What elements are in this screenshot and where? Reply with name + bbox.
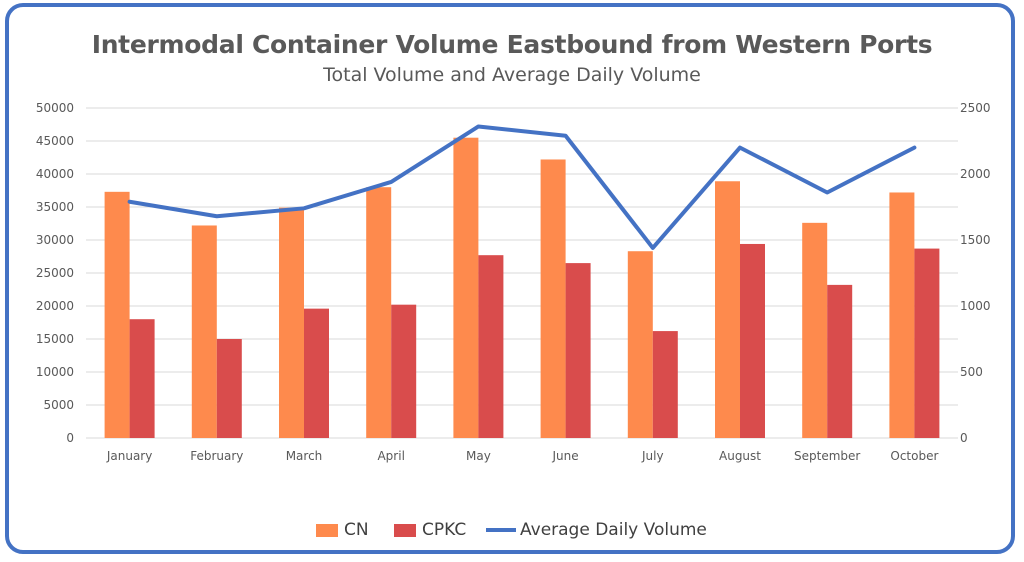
point-average-daily-volume [565,135,567,137]
x-tick-label: October [890,449,938,463]
y-left-tick-label: 20000 [36,299,74,313]
legend-item-cpkc: CPKC [394,520,466,540]
legend-item-average-daily-volume: Average Daily Volume [486,520,707,540]
legend-swatch-cpkc [394,523,416,537]
bar-cpkc [129,319,155,438]
bar-cpkc [565,263,591,438]
bar-cn [366,187,392,438]
x-tick-label: July [641,449,664,463]
point-average-daily-volume [303,207,305,209]
chart-title: Intermodal Container Volume Eastbound fr… [91,30,933,59]
legend: CN CPKC Average Daily Volume [0,520,1024,544]
y-left-tick-label: 25000 [36,266,74,280]
point-average-daily-volume [477,125,479,127]
legend-label-average-daily-volume: Average Daily Volume [520,520,707,540]
legend-label-cpkc: CPKC [422,520,467,540]
point-average-daily-volume [739,147,741,149]
bar-cn [627,251,653,438]
legend-swatch-average-daily-volume [486,528,516,532]
bar-cn [802,222,828,438]
x-tick-label: January [106,449,153,463]
y-left-tick-label: 50000 [36,101,74,115]
bar-cn [453,137,479,438]
legend-swatch-cn [316,523,338,537]
y-right-tick-label: 2000 [960,167,991,181]
point-average-daily-volume [129,201,131,203]
bar-cpkc [478,255,504,438]
x-tick-label: March [286,449,323,463]
y-right-tick-label: 500 [960,365,983,379]
y-right-tick-label: 0 [960,431,968,445]
x-tick-label: September [794,449,860,463]
bar-cn [540,159,566,439]
y-right-tick-label: 1000 [960,299,991,313]
y-left-tick-label: 45000 [36,134,74,148]
x-tick-label: April [377,449,404,463]
y-left-tick-label: 30000 [36,233,74,247]
point-average-daily-volume [652,247,654,249]
bar-cn [889,192,915,438]
y-left-tick-label: 10000 [36,365,74,379]
bar-cpkc [914,248,940,438]
bar-cpkc [740,243,765,438]
x-tick-label: August [719,449,761,463]
y-left-tick-label: 35000 [36,200,74,214]
x-tick-label: February [190,449,243,463]
bar-cn [104,191,130,438]
x-tick-label: May [466,449,491,463]
x-tick-label: June [552,449,579,463]
y-left-tick-label: 15000 [36,332,74,346]
bar-cpkc [304,308,329,438]
bar-cpkc [827,284,853,438]
bar-cn [279,207,304,438]
y-right-tick-label: 1500 [960,233,991,247]
point-average-daily-volume [216,215,218,217]
line-average-daily-volume [127,124,917,250]
y-left-tick-label: 40000 [36,167,74,181]
bar-cpkc [391,304,417,438]
y-left-tick-label: 0 [66,431,74,445]
legend-item-cn: CN [316,520,369,540]
chart-subtitle: Total Volume and Average Daily Volume [323,64,701,86]
point-average-daily-volume [390,181,392,183]
legend-label-cn: CN [344,520,369,540]
y-right-tick-label: 2500 [960,101,991,115]
bar-cpkc [652,331,678,438]
y-left-tick-label: 5000 [43,398,74,412]
bar-cpkc [216,339,242,438]
point-average-daily-volume [826,191,828,193]
chart-frame [5,3,1015,554]
bar-cn [715,181,740,438]
point-average-daily-volume [913,147,915,149]
bar-cn [191,225,217,438]
